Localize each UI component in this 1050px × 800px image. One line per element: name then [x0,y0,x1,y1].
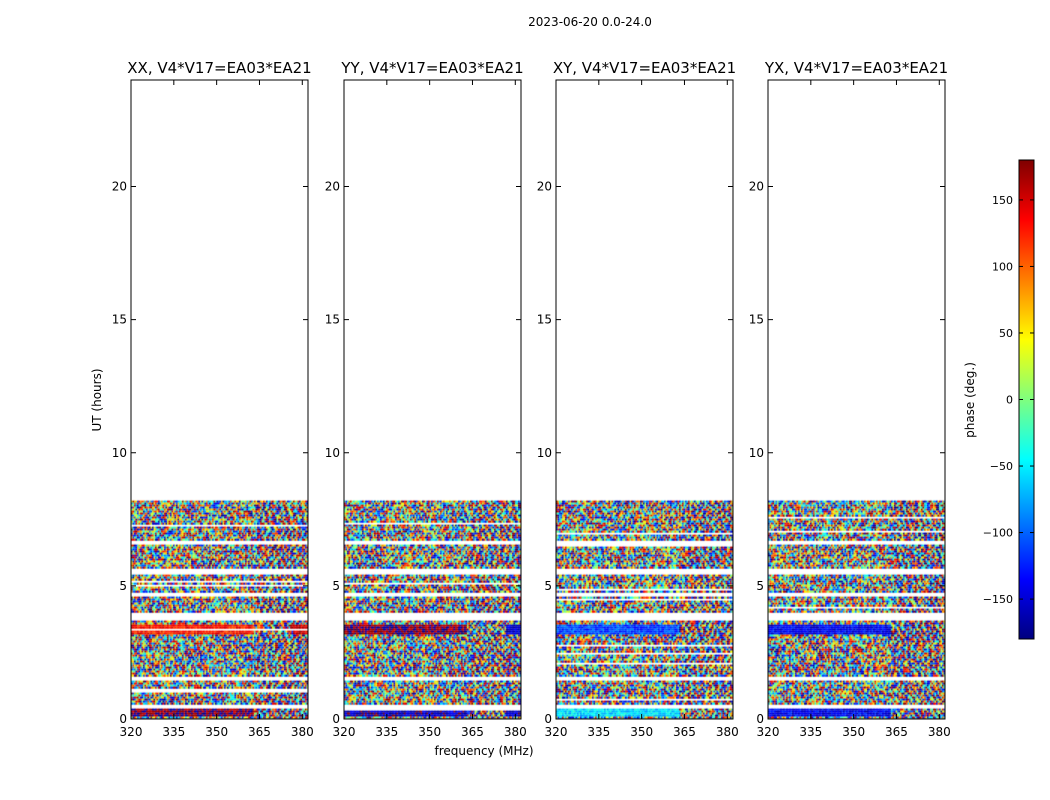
y-tick-label: 5 [544,579,552,593]
colorbar-tick-label: 150 [992,194,1013,207]
x-tick-label: 335 [587,725,610,739]
y-tick-label: 5 [332,579,340,593]
x-tick-label: 335 [162,725,185,739]
colorbar-tick-label: 100 [992,260,1013,273]
colorbar-tick-label: −100 [983,527,1013,540]
y-axis-label: UT (hours) [90,368,104,431]
x-tick-label: 350 [842,725,865,739]
phase-image [344,80,521,719]
x-tick-label: 365 [461,725,484,739]
y-tick-label: 15 [537,313,552,327]
panel-title: YX, V4*V17=EA03*EA21 [764,59,948,77]
colorbar-tick-label: −150 [983,593,1013,606]
x-axis-label: frequency (MHz) [434,744,533,758]
y-tick-label: 15 [112,313,127,327]
x-tick-label: 380 [716,725,739,739]
y-tick-label: 0 [756,712,764,726]
x-tick-label: 320 [545,725,568,739]
x-tick-label: 365 [673,725,696,739]
phase-image [768,80,945,719]
axes-frame [555,79,734,720]
colorbar-label: phase (deg.) [963,362,977,438]
x-tick-label: 350 [205,725,228,739]
x-tick-label: 350 [630,725,653,739]
y-tick-label: 10 [537,446,552,460]
colorbar-tick-label: 50 [999,327,1013,340]
y-tick-label: 20 [749,180,764,194]
panel-title: YY, V4*V17=EA03*EA21 [340,59,523,77]
x-tick-label: 380 [291,725,314,739]
colorbar: 150 100 50 0 −50 −100 −150 [983,159,1035,640]
x-tick-label: 335 [375,725,398,739]
panel-xy: XY, V4*V17=EA03*EA21 320 335 350 365 380 0 5 10 1… [537,59,739,739]
panel-yx: YX, V4*V17=EA03*EA21 320 335 350 365 380 0 5 10 1… [749,59,951,739]
panel-xx: XX, V4*V17=EA03*EA21 320 335 350 365 380 0 5 10 1… [112,59,314,739]
x-tick-label: 380 [504,725,527,739]
x-tick-label: 320 [757,725,780,739]
panel-yy: YY, V4*V17=EA03*EA21 320 335 350 365 380 0 5 10 1… [325,59,527,739]
colorbar-tick-label: 0 [1006,394,1013,407]
x-tick-label: 335 [799,725,822,739]
y-tick-label: 10 [325,446,340,460]
axes-frame [343,79,522,720]
y-tick-label: 15 [749,313,764,327]
figure-title: 2023-06-20 0.0-24.0 [528,15,652,29]
panel-title: XY, V4*V17=EA03*EA21 [553,59,736,77]
panels: XX, V4*V17=EA03*EA21 320 335 350 365 380 0 5 10 1… [112,59,951,739]
y-tick-label: 15 [325,313,340,327]
x-tick-label: 350 [418,725,441,739]
x-tick-label: 320 [120,725,143,739]
axes-frame [130,79,309,720]
y-tick-label: 20 [325,180,340,194]
y-tick-label: 10 [112,446,127,460]
y-tick-label: 0 [119,712,127,726]
phase-image [556,80,733,719]
y-tick-label: 5 [756,579,764,593]
axes-frame [767,79,946,720]
phase-image [131,80,308,719]
y-tick-label: 20 [112,180,127,194]
x-tick-label: 365 [885,725,908,739]
panel-title: XX, V4*V17=EA03*EA21 [127,59,311,77]
x-tick-label: 365 [248,725,271,739]
y-tick-label: 10 [749,446,764,460]
y-tick-label: 0 [544,712,552,726]
y-tick-label: 20 [537,180,552,194]
colorbar-tick-label: −50 [990,460,1013,473]
x-tick-label: 320 [333,725,356,739]
y-tick-label: 5 [119,579,127,593]
y-tick-label: 0 [332,712,340,726]
x-tick-label: 380 [928,725,951,739]
